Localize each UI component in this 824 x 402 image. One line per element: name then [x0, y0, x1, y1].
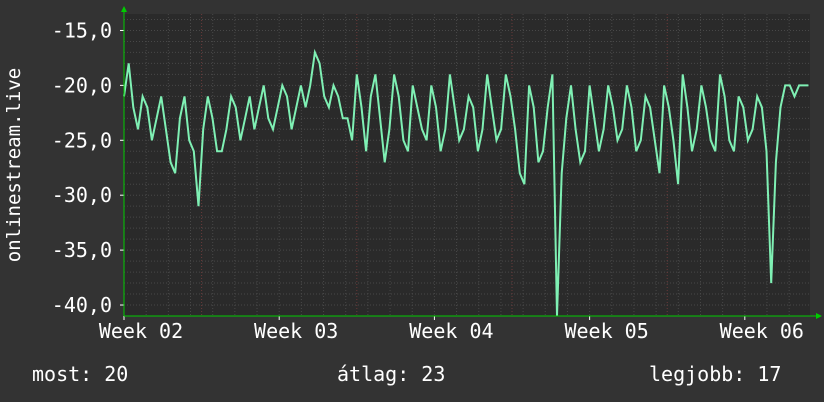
x-tick-label: Week 04 [409, 319, 493, 343]
series-line [123, 48, 809, 317]
x-tick-label: Week 02 [99, 319, 183, 343]
y-tick-label: -30,0 [52, 183, 112, 207]
stat-now: most: 20 [32, 362, 129, 386]
y-tick-label: -15,0 [52, 18, 112, 42]
y-tick-label: -25,0 [52, 128, 112, 152]
x-axis-arrow-icon [816, 313, 822, 319]
y-tick-label: -40,0 [52, 293, 112, 317]
y-axis-arrow-icon [121, 6, 127, 12]
y-axis-label: onlinestream.live [3, 68, 25, 262]
x-tick-label: Week 06 [720, 319, 804, 343]
axes [121, 6, 822, 319]
grid [123, 14, 810, 317]
y-tick-label: -20,0 [52, 73, 112, 97]
y-tick-label: -35,0 [52, 238, 112, 262]
plot-area [124, 14, 810, 316]
stat-average: átlag: 23 [337, 362, 446, 386]
x-tick-label: Week 03 [254, 319, 338, 343]
x-tick-label: Week 05 [564, 319, 648, 343]
stat-best: legjobb: 17 [649, 362, 782, 386]
